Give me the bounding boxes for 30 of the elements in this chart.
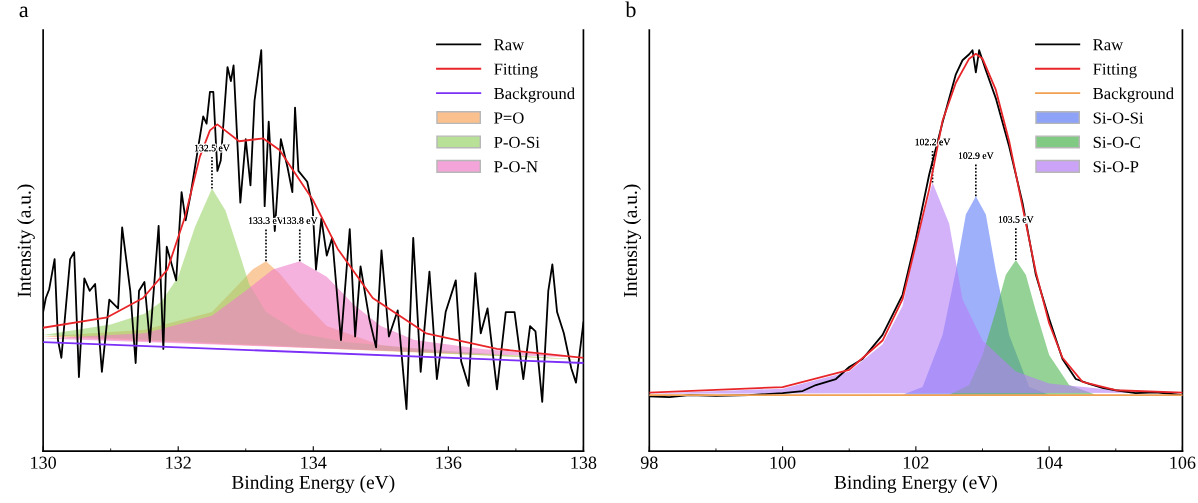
chart-title: a (19, 6, 29, 18)
legend-label: Si-O-C (1093, 136, 1140, 148)
annotation: 102.2 eV (915, 138, 951, 146)
x-tick-label: 104 (1037, 456, 1063, 469)
x-tick-label: 102 (903, 456, 929, 469)
x-tick-label: 132 (166, 456, 191, 469)
legend-label: Si-O-Si (1093, 112, 1144, 124)
x-tick-label: 130 (31, 456, 56, 469)
legend-label: P-O-N (494, 161, 538, 173)
x-tick-label: 98 (640, 456, 658, 469)
x-tick-label: 106 (1170, 456, 1196, 469)
legend-label: Raw (494, 39, 525, 51)
legend-label: Background (1093, 87, 1174, 103)
legend-label: Raw (1093, 39, 1124, 51)
x-tick-label: 138 (571, 456, 597, 469)
annotation: 102.9 eV (958, 152, 994, 159)
y-axis-title: Intensity (a.u.) (623, 184, 641, 297)
x-tick-label: 134 (301, 456, 327, 469)
x-tick-label: 100 (770, 456, 796, 469)
y-axis-title: Intensity (a.u.) (17, 184, 35, 297)
legend-label: P-O-Si (494, 136, 540, 148)
legend-label: Si-O-P (1093, 161, 1139, 173)
chart-title: b (625, 1, 636, 18)
x-axis-title: Binding Energy (eV) (231, 475, 395, 493)
legend-label: Fitting (1093, 63, 1137, 79)
legend-label: Fitting (494, 63, 538, 79)
legend-label: Background (494, 87, 575, 103)
legend-label: P=O (494, 112, 524, 124)
x-axis-title: Binding Energy (eV) (834, 475, 997, 493)
x-tick-label: 136 (436, 456, 462, 469)
